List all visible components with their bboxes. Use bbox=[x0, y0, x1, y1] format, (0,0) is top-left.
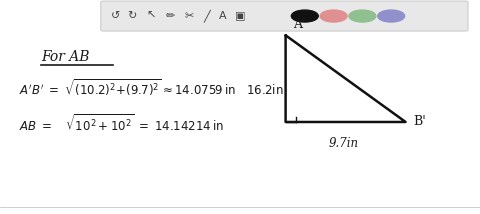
Text: ↺: ↺ bbox=[110, 11, 120, 21]
Circle shape bbox=[291, 10, 318, 22]
Text: 9.7in: 9.7in bbox=[328, 137, 358, 150]
Text: ╱: ╱ bbox=[203, 10, 210, 22]
FancyBboxPatch shape bbox=[101, 1, 468, 31]
Text: For AB: For AB bbox=[41, 50, 89, 64]
Text: ✏: ✏ bbox=[166, 11, 175, 21]
Text: $AB \ = \quad \sqrt{10^2 + 10^2} \ = \ 14.14214\,\mathrm{in}$: $AB \ = \quad \sqrt{10^2 + 10^2} \ = \ 1… bbox=[19, 114, 224, 135]
Circle shape bbox=[320, 10, 347, 22]
Text: ↖: ↖ bbox=[146, 11, 156, 21]
Text: ✂: ✂ bbox=[185, 11, 194, 21]
Text: A: A bbox=[219, 11, 227, 21]
Text: ↻: ↻ bbox=[127, 11, 137, 21]
Text: B': B' bbox=[413, 116, 426, 128]
Text: ▣: ▣ bbox=[235, 11, 245, 21]
Circle shape bbox=[378, 10, 405, 22]
Text: A': A' bbox=[293, 18, 305, 31]
Circle shape bbox=[349, 10, 376, 22]
Text: $A'B' \ = \ \sqrt{(10.2)^2\!+\!(9.7)^2} \approx 14.0759\,\mathrm{in}$$\quad 16.2: $A'B' \ = \ \sqrt{(10.2)^2\!+\!(9.7)^2} … bbox=[19, 78, 284, 99]
